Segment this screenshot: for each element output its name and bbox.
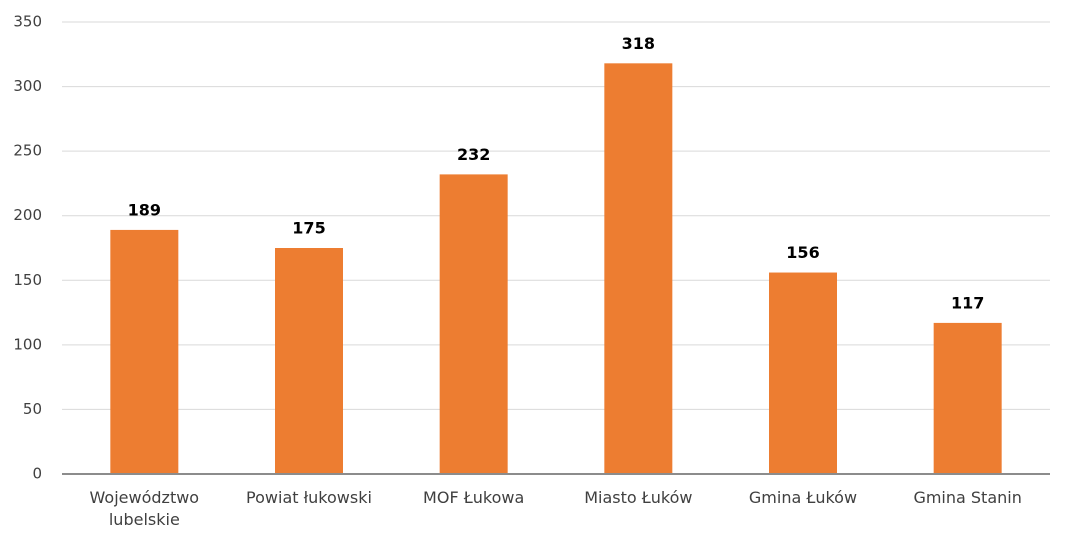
y-tick-label: 150 (13, 271, 42, 289)
y-tick-label: 350 (13, 13, 42, 31)
x-tick-label: Powiat łukowski (246, 488, 372, 507)
value-label: 175 (292, 219, 325, 238)
x-tick-label: Gmina Łuków (748, 488, 858, 507)
y-tick-label: 250 (13, 142, 42, 160)
x-tick-label: Województwo lubelskie (89, 488, 200, 529)
y-tick-label: 100 (13, 335, 42, 353)
y-tick-label: 300 (13, 77, 42, 95)
value-label: 318 (622, 34, 655, 53)
value-label: 117 (951, 293, 984, 312)
x-tick-label: Miasto Łuków (584, 488, 693, 507)
bar (439, 174, 508, 475)
x-tick-label: MOF Łukowa (423, 488, 525, 507)
y-tick-label: 200 (13, 206, 42, 224)
value-label: 232 (457, 145, 490, 164)
x-tick-label: Gmina Stanin (913, 488, 1022, 507)
bar (933, 322, 1002, 474)
bar (604, 63, 673, 474)
y-tick-label: 50 (23, 400, 42, 418)
y-tick-label: 0 (32, 465, 42, 483)
bar (110, 229, 179, 474)
bar (769, 272, 837, 474)
value-label: 189 (128, 200, 161, 219)
value-label: 156 (786, 243, 819, 262)
bar (275, 248, 343, 474)
